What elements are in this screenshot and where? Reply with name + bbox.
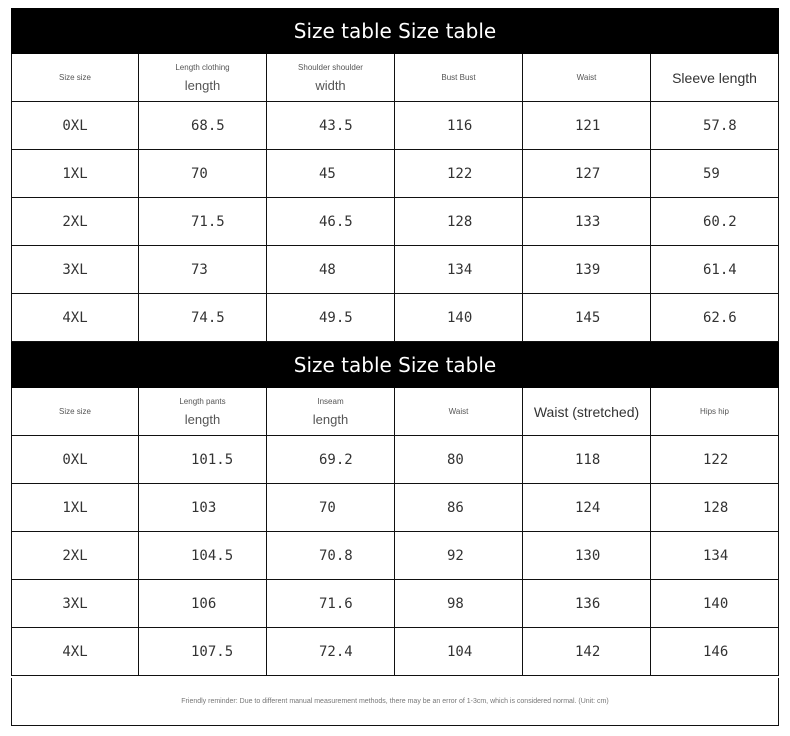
size-cell: 3XL <box>11 580 139 628</box>
measurement-cell: 45 <box>267 150 395 198</box>
header-label: Size size <box>58 407 91 416</box>
size-cell: 1XL <box>11 150 139 198</box>
column-header: Shoulder shoulder width <box>267 54 395 102</box>
measurement-cell: 139 <box>523 246 651 294</box>
measurement-cell: 86 <box>395 484 523 532</box>
measurement-cell: 134 <box>395 246 523 294</box>
measurement-cell: 59 <box>651 150 779 198</box>
measurement-cell: 122 <box>395 150 523 198</box>
header-label-secondary: Sleeve length <box>672 69 757 86</box>
measurement-cell: 142 <box>523 628 651 676</box>
header-label-secondary: length <box>184 411 221 427</box>
size-cell: 2XL <box>11 532 139 580</box>
measurement-cell: 72.4 <box>267 628 395 676</box>
measurement-cell: 48 <box>267 246 395 294</box>
column-header: Waist <box>523 54 651 102</box>
measurement-cell: 61.4 <box>651 246 779 294</box>
measurement-cell: 71.6 <box>267 580 395 628</box>
header-label-secondary: length <box>184 77 221 93</box>
measurement-cell: 69.2 <box>267 436 395 484</box>
column-header: Length pants length <box>139 388 267 436</box>
header-label: Bust Bust <box>441 73 476 82</box>
size-cell: 0XL <box>11 102 139 150</box>
measurement-cell: 128 <box>651 484 779 532</box>
measurement-cell: 43.5 <box>267 102 395 150</box>
measurement-cell: 104.5 <box>139 532 267 580</box>
measurement-cell: 145 <box>523 294 651 342</box>
measurement-cell: 98 <box>395 580 523 628</box>
header-label: Shoulder shoulder <box>298 62 363 72</box>
measurement-cell: 70.8 <box>267 532 395 580</box>
header-label-secondary: length <box>312 411 349 427</box>
measurement-cell: 116 <box>395 102 523 150</box>
measurement-cell: 134 <box>651 532 779 580</box>
measurement-cell: 80 <box>395 436 523 484</box>
measurement-cell: 57.8 <box>651 102 779 150</box>
header-label: Length pants <box>179 396 226 406</box>
header-label: Inseam <box>317 396 344 406</box>
header-label: Waist <box>576 73 597 82</box>
size-cell: 0XL <box>11 436 139 484</box>
column-header: Sleeve length <box>651 54 779 102</box>
measurement-cell: 71.5 <box>139 198 267 246</box>
size-cell: 4XL <box>11 628 139 676</box>
header-label: Size size <box>58 73 91 82</box>
measurement-cell: 92 <box>395 532 523 580</box>
measurement-cell: 118 <box>523 436 651 484</box>
header-label-secondary: width <box>315 77 346 93</box>
measurement-cell: 68.5 <box>139 102 267 150</box>
measurement-cell: 128 <box>395 198 523 246</box>
size-cell: 3XL <box>11 246 139 294</box>
measurement-cell: 104 <box>395 628 523 676</box>
column-header: Size size <box>11 54 139 102</box>
header-label-secondary: Waist (stretched) <box>533 403 640 420</box>
column-header: Inseam length <box>267 388 395 436</box>
measurement-cell: 146 <box>651 628 779 676</box>
header-label: Waist <box>448 407 469 416</box>
column-header: Length clothing length <box>139 54 267 102</box>
measurement-cell: 140 <box>651 580 779 628</box>
size-cell: 2XL <box>11 198 139 246</box>
measurement-cell: 70 <box>267 484 395 532</box>
measurement-cell: 103 <box>139 484 267 532</box>
measurement-cell: 46.5 <box>267 198 395 246</box>
measurement-cell: 73 <box>139 246 267 294</box>
header-label: Length clothing <box>175 62 230 72</box>
measurement-cell: 74.5 <box>139 294 267 342</box>
size-cell: 4XL <box>11 294 139 342</box>
column-header: Bust Bust <box>395 54 523 102</box>
measurement-cell: 60.2 <box>651 198 779 246</box>
measurement-cell: 133 <box>523 198 651 246</box>
measurement-cell: 70 <box>139 150 267 198</box>
measurement-cell: 101.5 <box>139 436 267 484</box>
table-title: Size table Size table <box>11 8 779 54</box>
size-cell: 1XL <box>11 484 139 532</box>
measurement-cell: 130 <box>523 532 651 580</box>
measurement-cell: 122 <box>651 436 779 484</box>
measurement-cell: 106 <box>139 580 267 628</box>
measurement-cell: 140 <box>395 294 523 342</box>
column-header: Waist <box>395 388 523 436</box>
footer-note: Friendly reminder: Due to different manu… <box>11 678 779 726</box>
measurement-cell: 127 <box>523 150 651 198</box>
measurement-cell: 136 <box>523 580 651 628</box>
table-title: Size table Size table <box>11 342 779 388</box>
measurement-cell: 121 <box>523 102 651 150</box>
measurement-cell: 124 <box>523 484 651 532</box>
column-header: Waist (stretched) <box>523 388 651 436</box>
measurement-cell: 49.5 <box>267 294 395 342</box>
header-label: Hips hip <box>700 407 729 416</box>
measurement-cell: 107.5 <box>139 628 267 676</box>
column-header: Hips hip <box>651 388 779 436</box>
measurement-cell: 62.6 <box>651 294 779 342</box>
column-header: Size size <box>11 388 139 436</box>
